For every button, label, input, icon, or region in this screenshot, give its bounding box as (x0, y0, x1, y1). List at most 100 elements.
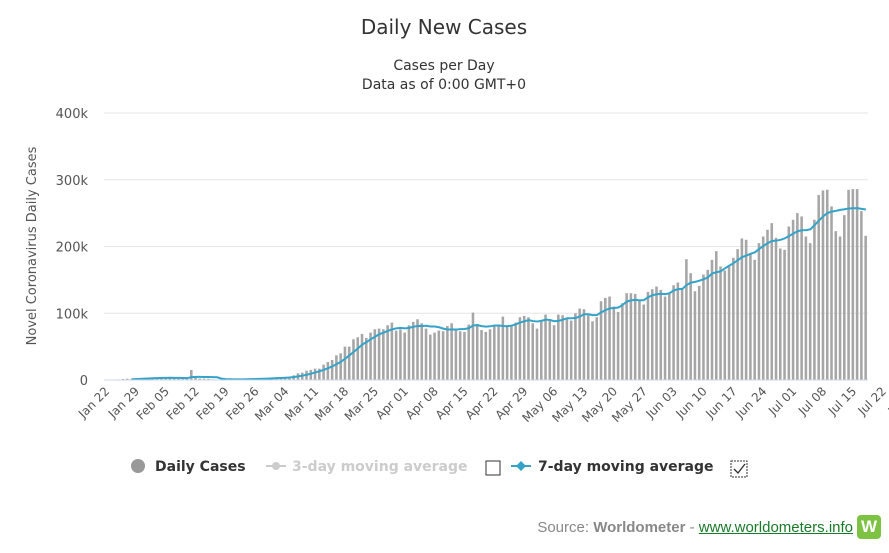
daily-cases-bar[interactable] (727, 266, 731, 380)
daily-cases-bar[interactable] (633, 293, 637, 380)
daily-cases-bar[interactable] (369, 332, 372, 380)
daily-cases-bar[interactable] (834, 231, 838, 380)
daily-cases-bar[interactable] (552, 325, 556, 380)
daily-cases-bar[interactable] (322, 364, 325, 380)
daily-cases-bar[interactable] (190, 369, 193, 380)
daily-cases-bar[interactable] (608, 296, 611, 380)
daily-cases-bar[interactable] (441, 331, 445, 380)
daily-cases-bar[interactable] (774, 237, 778, 380)
daily-cases-bar[interactable] (787, 226, 791, 380)
daily-cases-bar[interactable] (800, 216, 803, 380)
daily-cases-bar[interactable] (612, 306, 616, 380)
daily-cases-bar[interactable] (825, 189, 829, 380)
daily-cases-bar[interactable] (604, 297, 607, 380)
daily-cases-bar[interactable] (761, 236, 765, 380)
daily-cases-bar[interactable] (753, 259, 756, 380)
daily-cases-bar[interactable] (458, 331, 462, 380)
daily-cases-bar[interactable] (544, 314, 547, 380)
ma7-series-line[interactable] (131, 207, 867, 381)
daily-cases-bar[interactable] (714, 251, 718, 380)
daily-cases-bar[interactable] (403, 332, 406, 380)
daily-cases-bar[interactable] (194, 376, 197, 380)
daily-cases-bar[interactable] (817, 195, 820, 380)
daily-cases-bar[interactable] (813, 219, 816, 380)
daily-cases-bar[interactable] (531, 323, 535, 380)
daily-cases-bar[interactable] (339, 353, 342, 380)
daily-cases-bar[interactable] (591, 321, 594, 380)
daily-cases-bar[interactable] (510, 325, 513, 380)
daily-cases-bar[interactable] (779, 248, 782, 381)
daily-cases-bar[interactable] (352, 339, 355, 380)
daily-cases-bar[interactable] (659, 289, 663, 380)
daily-cases-bar[interactable] (411, 321, 415, 380)
daily-cases-bar[interactable] (505, 325, 509, 380)
daily-cases-bar[interactable] (335, 355, 338, 380)
daily-cases-bar[interactable] (493, 325, 496, 380)
daily-cases-bar[interactable] (796, 213, 799, 381)
daily-cases-bar[interactable] (732, 257, 735, 380)
daily-cases-bar[interactable] (377, 328, 381, 380)
daily-cases-bar[interactable] (693, 291, 697, 380)
daily-cases-bar[interactable] (655, 286, 658, 380)
daily-cases-bar[interactable] (860, 211, 863, 380)
daily-cases-bar[interactable] (365, 337, 368, 380)
daily-cases-bar[interactable] (386, 325, 389, 380)
daily-cases-bar[interactable] (843, 215, 846, 380)
daily-cases-bar[interactable] (475, 323, 479, 380)
daily-cases-bar[interactable] (646, 291, 650, 380)
daily-cases-bar[interactable] (450, 323, 453, 380)
daily-cases-bar[interactable] (125, 378, 129, 380)
daily-cases-bar[interactable] (394, 330, 398, 380)
daily-cases-bar[interactable] (804, 236, 808, 380)
daily-cases-bar[interactable] (685, 259, 688, 380)
daily-cases-bar[interactable] (309, 369, 313, 380)
daily-cases-bar[interactable] (330, 359, 334, 380)
daily-cases-bar[interactable] (343, 346, 347, 381)
daily-cases-bar[interactable] (202, 378, 206, 380)
legend-item-daily-cases[interactable]: Daily Cases (131, 459, 246, 475)
daily-cases-bar[interactable] (821, 190, 825, 380)
ma3-toggle-checkbox[interactable] (485, 460, 501, 476)
daily-cases-bar[interactable] (650, 289, 654, 380)
daily-cases-bar[interactable] (480, 329, 483, 380)
daily-cases-bar[interactable] (471, 312, 475, 380)
daily-cases-bar[interactable] (565, 317, 569, 380)
daily-cases-bar[interactable] (424, 328, 428, 380)
daily-cases-bar[interactable] (168, 377, 172, 380)
daily-cases-bar[interactable] (185, 378, 189, 380)
daily-cases-bar[interactable] (744, 239, 748, 380)
daily-cases-bar[interactable] (757, 243, 761, 380)
daily-cases-bar[interactable] (770, 223, 774, 380)
daily-cases-bar[interactable] (433, 332, 436, 380)
daily-cases-bar[interactable] (582, 309, 586, 380)
daily-cases-bar[interactable] (629, 293, 633, 380)
daily-cases-bar[interactable] (680, 287, 684, 380)
daily-cases-bar[interactable] (638, 300, 641, 380)
daily-cases-bar[interactable] (514, 322, 517, 380)
daily-cases-bar[interactable] (723, 270, 727, 380)
daily-cases-bar[interactable] (830, 206, 833, 380)
daily-cases-bar[interactable] (454, 328, 458, 380)
daily-cases-bar[interactable] (719, 266, 722, 380)
daily-cases-bar[interactable] (851, 189, 855, 380)
daily-cases-bar[interactable] (313, 368, 317, 380)
source-link[interactable]: www.worldometers.info (698, 519, 853, 536)
daily-cases-bar[interactable] (864, 235, 867, 380)
daily-cases-bar[interactable] (407, 325, 411, 380)
daily-cases-bar[interactable] (595, 317, 599, 380)
daily-cases-bar[interactable] (420, 323, 424, 380)
daily-cases-bar[interactable] (676, 282, 680, 380)
daily-cases-bar[interactable] (172, 378, 176, 380)
daily-cases-bar[interactable] (399, 329, 402, 380)
daily-cases-bar[interactable] (586, 315, 590, 380)
daily-cases-bar[interactable] (416, 319, 419, 380)
daily-cases-bar[interactable] (497, 324, 500, 380)
daily-cases-bar[interactable] (689, 273, 692, 380)
daily-cases-bar[interactable] (766, 229, 769, 380)
daily-cases-bar[interactable] (198, 378, 202, 380)
daily-cases-bar[interactable] (672, 285, 675, 380)
daily-cases-bar[interactable] (557, 314, 560, 380)
ma7-toggle-checkbox[interactable] (730, 460, 748, 478)
legend-item-7day-ma[interactable]: 7-day moving average (511, 459, 714, 475)
daily-cases-bar[interactable] (429, 334, 432, 380)
